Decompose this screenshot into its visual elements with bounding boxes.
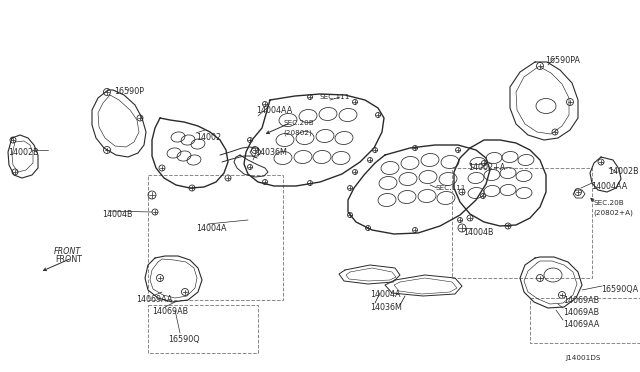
Text: 14069AA: 14069AA [136, 295, 172, 304]
Text: 14002B: 14002B [608, 167, 639, 176]
Bar [530, 298, 640, 343]
Text: SEC.20B: SEC.20B [593, 200, 624, 206]
Text: SEC.20B: SEC.20B [283, 120, 314, 126]
Text: SEC.111: SEC.111 [320, 94, 350, 100]
Text: 14069AB: 14069AB [563, 308, 599, 317]
Text: 16590QA: 16590QA [601, 285, 638, 294]
Text: 14004A: 14004A [196, 224, 227, 233]
Bar [148, 305, 258, 353]
Bar [452, 168, 592, 278]
Text: 16590PA: 16590PA [545, 56, 580, 65]
Text: 14004B: 14004B [102, 210, 132, 219]
Text: 14069AA: 14069AA [563, 320, 600, 329]
Text: FRONT: FRONT [54, 247, 81, 256]
Bar [148, 175, 283, 300]
Text: 14002+A: 14002+A [468, 163, 505, 172]
Text: 16590P: 16590P [114, 87, 144, 96]
Text: J14001DS: J14001DS [565, 355, 600, 361]
Text: FRONT: FRONT [55, 255, 82, 264]
Text: 14036M: 14036M [255, 148, 287, 157]
Text: 14004A: 14004A [370, 290, 401, 299]
Text: 14004AA: 14004AA [256, 106, 292, 115]
Text: SEC.111: SEC.111 [435, 185, 465, 191]
Text: 14069AB: 14069AB [152, 307, 188, 316]
Text: (20802): (20802) [283, 129, 312, 135]
Text: 14002: 14002 [196, 133, 221, 142]
Text: 14004B: 14004B [463, 228, 493, 237]
Text: 14036M: 14036M [370, 303, 402, 312]
Text: (20802+A): (20802+A) [593, 210, 633, 217]
Text: 14002B: 14002B [8, 148, 38, 157]
Text: 14069AB: 14069AB [563, 296, 599, 305]
Text: 14004AA: 14004AA [591, 182, 627, 191]
Text: 16590Q: 16590Q [168, 335, 200, 344]
